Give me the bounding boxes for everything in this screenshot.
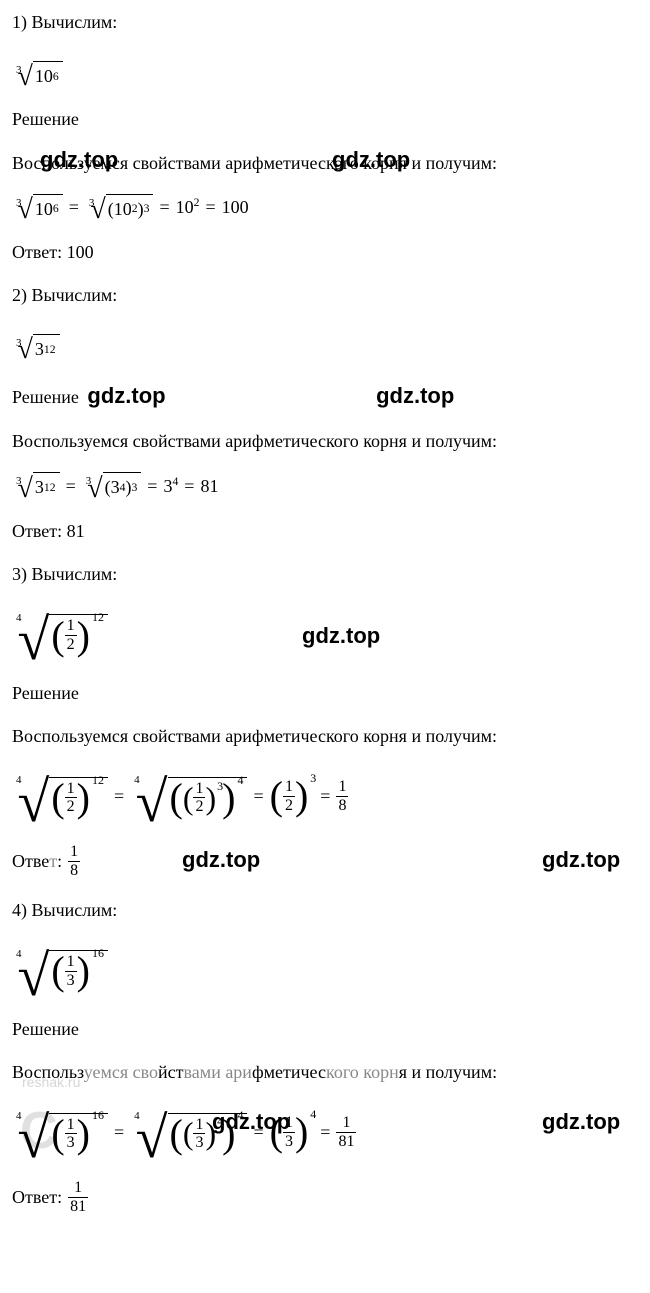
- solution-label: Решение: [12, 681, 638, 706]
- problem-4-prompt: 4) Вычислим:: [12, 898, 638, 923]
- problem-2-solution-text: Воспользуемся свойствами арифметического…: [12, 429, 638, 454]
- problem-3-chain: 4 √ (12) 12 = 4 √ ( (12) 3 ) 4 = (12): [12, 767, 638, 825]
- solution-label: Решение gdz.top gdz.top: [12, 381, 638, 412]
- problem-4-answer: Ответ: 181: [12, 1179, 638, 1215]
- problem-2-prompt: 2) Вычислим:: [12, 283, 638, 308]
- watermark: gdz.top: [40, 145, 118, 176]
- problem-2-chain: 3 √312 = 3 √(34)3 = 34 = 81: [12, 472, 638, 500]
- problem-1-expression: 3 √ 106: [12, 53, 638, 89]
- problem-4-chain: C reshak.ru 4 √ (13) 16 = 4 √ ( (13) 4 )…: [12, 1103, 638, 1161]
- problem-3-solution-text: Воспользуемся свойствами арифметического…: [12, 724, 638, 749]
- problem-1-answer: Ответ: 100: [12, 240, 638, 265]
- root-index: 3: [16, 63, 22, 78]
- reshak-watermark: reshak.ru: [22, 1073, 80, 1093]
- problem-1-prompt: 1) Вычислим:: [12, 10, 638, 35]
- problem-3-expression: 4 √ ( 12 ) 12 gdz.top: [12, 605, 638, 663]
- watermark: gdz.top: [332, 145, 410, 176]
- solution-label: Решение: [12, 107, 638, 132]
- problem-2-answer: Ответ: 81: [12, 519, 638, 544]
- problem-1-chain: 3 √106 = 3 √(102)3 = 102 = 100: [12, 194, 638, 222]
- problem-4-solution-text: Воспользуемся свойствами арифметического…: [12, 1060, 638, 1085]
- problem-4-expression: 4 √ ( 13 ) 16: [12, 941, 638, 999]
- problem-3-answer: Ответ: 18 gdz.top gdz.top: [12, 843, 638, 879]
- problem-2-expression: 3 √ 312: [12, 326, 638, 362]
- solution-label: Решение: [12, 1017, 638, 1042]
- problem-3-prompt: 3) Вычислим:: [12, 562, 638, 587]
